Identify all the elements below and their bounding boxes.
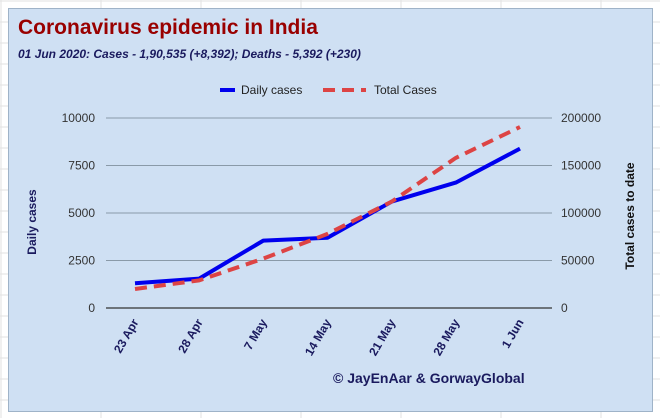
legend-label-daily: Daily cases	[241, 83, 302, 97]
series-line-daily-cases	[134, 146, 521, 286]
x-tick-label: 23 Apr	[111, 316, 142, 355]
y-tick-right: 100000	[561, 206, 601, 220]
y-tick-right: 0	[561, 301, 568, 315]
y-tick-right: 150000	[561, 159, 601, 173]
x-axis-ticks: 23 Apr 28 Apr 7 May 14 May 21 May 28 May 1 Jun	[111, 316, 527, 358]
y-tick-left: 10000	[62, 111, 96, 125]
legend: Daily cases Total Cases	[220, 83, 437, 97]
chart-subtitle: 01 Jun 2020: Cases - 1,90,535 (+8,392); …	[18, 47, 361, 61]
y-tick-left: 5000	[68, 206, 95, 220]
y-tick-left: 0	[88, 301, 95, 315]
x-tick-label: 14 May	[302, 316, 334, 358]
x-tick-label: 1 Jun	[499, 317, 527, 351]
series-line-total-cases	[134, 125, 521, 291]
credit-text: © JayEnAar & GorwayGlobal	[333, 370, 525, 386]
x-tick-label: 28 Apr	[175, 316, 206, 355]
x-tick-label: 7 May	[241, 316, 270, 352]
legend-label-total: Total Cases	[374, 83, 437, 97]
y-tick-right: 50000	[561, 254, 595, 268]
x-tick-label: 21 May	[366, 316, 398, 358]
right-axis-ticks: 0 50000 100000 150000 200000	[561, 111, 601, 315]
y-tick-left: 2500	[68, 254, 95, 268]
gridlines	[106, 117, 552, 309]
chart-card[interactable]	[8, 8, 653, 412]
chart-title: Coronavirus epidemic in India	[18, 16, 318, 39]
y-axis-title-left: Daily cases	[25, 189, 39, 255]
series-lines	[134, 125, 521, 291]
x-tick-label: 28 May	[430, 316, 462, 358]
y-axis-title-right: Total cases to date	[623, 162, 637, 269]
y-tick-right: 200000	[561, 111, 601, 125]
y-tick-left: 7500	[68, 159, 95, 173]
left-axis-ticks: 0 2500 5000 7500 10000	[62, 111, 96, 315]
